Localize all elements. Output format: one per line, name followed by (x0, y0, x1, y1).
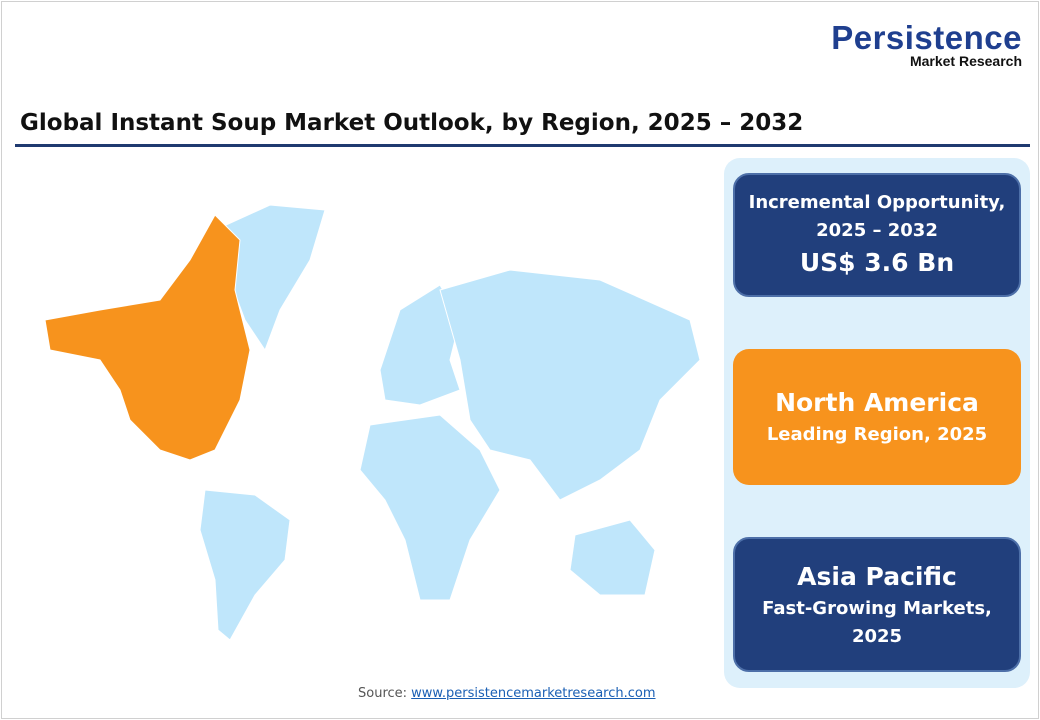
world-map (44, 204, 701, 641)
incremental-opportunity-card: Incremental Opportunity, 2025 – 2032 US$… (733, 173, 1021, 297)
south-america (199, 489, 291, 641)
source-note: Source: www.persistencemarketresearch.co… (358, 686, 656, 701)
logo: Persistence Market Research (831, 19, 1022, 69)
fast-growing-card: Asia Pacific Fast-Growing Markets, 2025 (733, 537, 1021, 672)
source-link[interactable]: www.persistencemarketresearch.com (411, 686, 656, 701)
europe (379, 284, 461, 406)
australia (569, 519, 656, 596)
north-america-highlight (44, 214, 251, 461)
title-divider (15, 144, 1030, 147)
page-title: Global Instant Soup Market Outlook, by R… (20, 110, 804, 136)
asia (439, 269, 701, 501)
leading-region-card: North America Leading Region, 2025 (733, 349, 1021, 485)
africa (359, 414, 501, 601)
